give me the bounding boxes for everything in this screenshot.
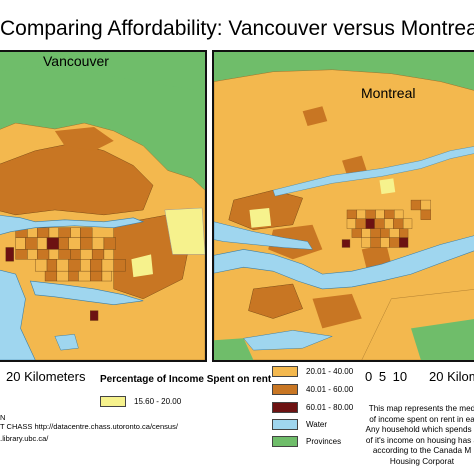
legend-title: Percentage of Income Spent on rent — [100, 374, 272, 385]
legend-swatch — [272, 384, 298, 395]
montreal-label: Montreal — [361, 85, 416, 101]
vancouver-scale-bar: 20 Kilometers — [6, 369, 86, 384]
montreal-map-graphic — [214, 52, 474, 360]
legend-swatch — [272, 419, 298, 430]
vancouver-map — [0, 50, 207, 362]
vancouver-label: Vancouver — [43, 53, 109, 69]
legend-label: Provinces — [306, 437, 342, 446]
montreal-scale-bar-numbers: 0 5 10 — [365, 369, 408, 384]
map-title: Comparing Affordability: Vancouver versu… — [0, 17, 474, 40]
montreal-scale-bar-unit: 20 Kilom — [429, 369, 474, 384]
description-line: This map represents the med — [368, 404, 474, 413]
legend-swatch — [100, 396, 126, 407]
source-line: a.library.ubc.ca/ — [0, 434, 49, 443]
legend-label: 60.01 - 80.00 — [306, 403, 354, 412]
legend-swatch — [272, 402, 298, 413]
montreal-map — [212, 50, 474, 362]
vancouver-map-graphic — [0, 52, 205, 360]
description-line: Any household which spends g — [365, 425, 474, 434]
source-line: f T CHASS http://datacentre.chass.utoron… — [0, 422, 178, 431]
legend-swatch — [272, 436, 298, 447]
legend-label: Water — [306, 420, 328, 429]
source-line: N — [0, 413, 6, 422]
description-line: according to the Canada M — [372, 446, 472, 455]
description-line: of income spent on rent in ea — [369, 414, 474, 424]
legend-label: 15.60 - 20.00 — [134, 397, 182, 406]
legend-label: 20.01 - 40.00 — [306, 367, 354, 376]
map-description: This map represents the med of income sp… — [362, 404, 474, 467]
description-line: of it's income on housing has a — [365, 435, 474, 445]
legend-swatch — [272, 366, 298, 377]
legend-label: 40.01 - 60.00 — [306, 385, 354, 394]
description-line: Housing Corporat — [389, 456, 455, 466]
